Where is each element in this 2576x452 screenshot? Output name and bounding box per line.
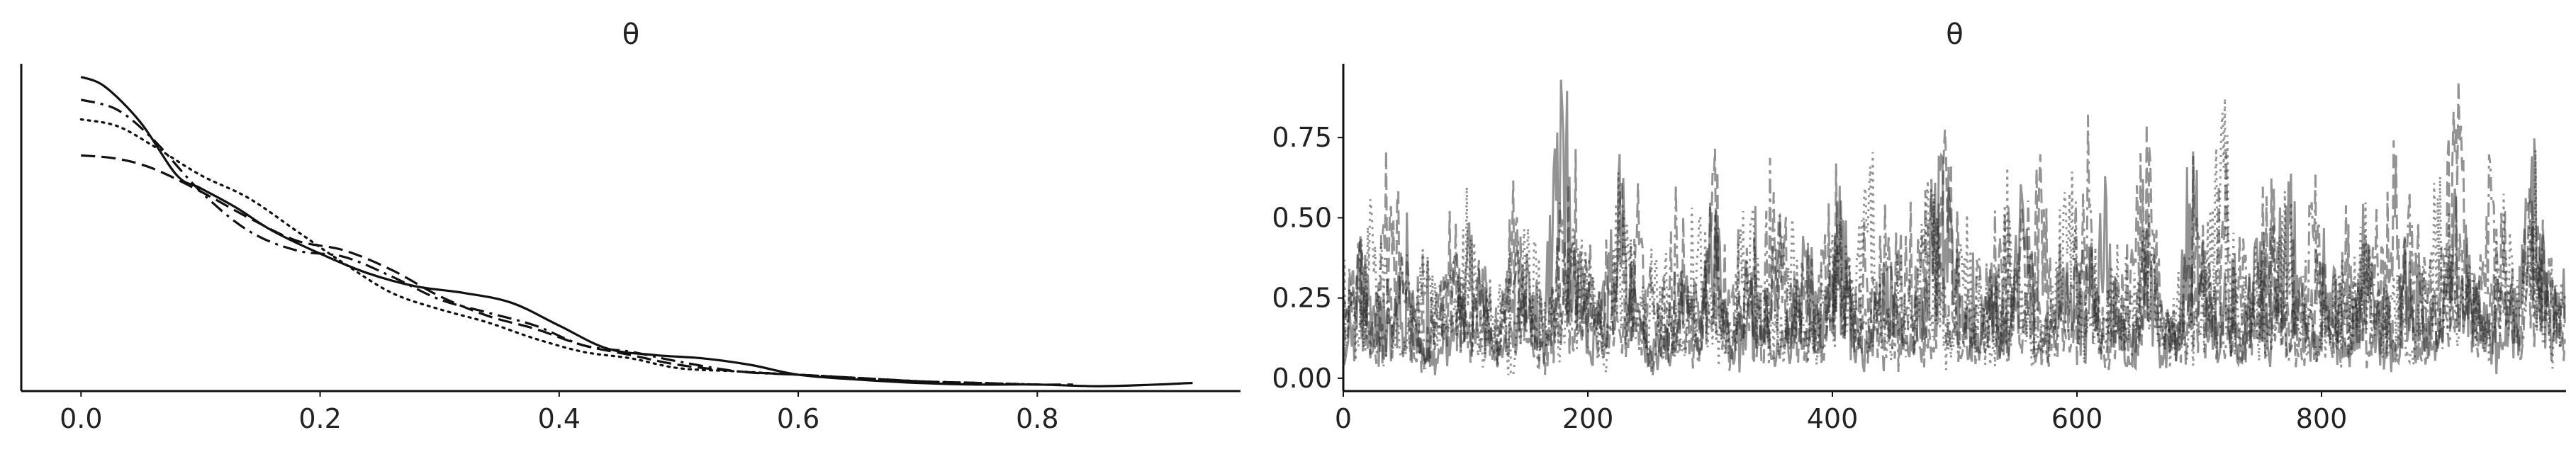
- x-tick-label: 0.2: [298, 403, 341, 434]
- y-tick-label: 0.25: [1272, 283, 1332, 314]
- trace-line-dotted: [1342, 98, 2566, 375]
- x-tick-label: 400: [1807, 403, 1859, 434]
- panel-title: θ: [1946, 18, 1963, 51]
- density-panel: θ 0.0 0.2 0.4 0.6 0.8: [20, 18, 1241, 434]
- trace-line-dashdot: [1342, 114, 2566, 375]
- x-tick-label: 800: [2296, 403, 2348, 434]
- x-tick-label: 200: [1562, 403, 1614, 434]
- y-tick-label: 0.50: [1272, 202, 1332, 233]
- trace-line-dashed: [1342, 81, 2566, 375]
- x-tick-label: 0.8: [1016, 403, 1058, 434]
- y-tick-label: 0.75: [1272, 122, 1332, 153]
- trace-line-solid: [1342, 79, 2566, 375]
- density-line-dotted: [79, 118, 1038, 386]
- x-tick-label: 600: [2051, 403, 2103, 434]
- x-tick-label: 0.4: [538, 403, 581, 434]
- density-line-dashed: [81, 154, 1073, 386]
- x-tick-label: 0: [1335, 403, 1352, 434]
- trace-panel: θ 0 200 400 600 800 0.00 0.25 0.50 0.75: [1272, 18, 2566, 434]
- x-tick-label: 0.6: [777, 403, 819, 434]
- panel-title: θ: [622, 18, 639, 51]
- x-tick-label: 0.0: [60, 403, 102, 434]
- density-line-solid: [80, 75, 1193, 388]
- density-line-dashdot: [80, 98, 978, 386]
- y-tick-label: 0.00: [1272, 363, 1332, 394]
